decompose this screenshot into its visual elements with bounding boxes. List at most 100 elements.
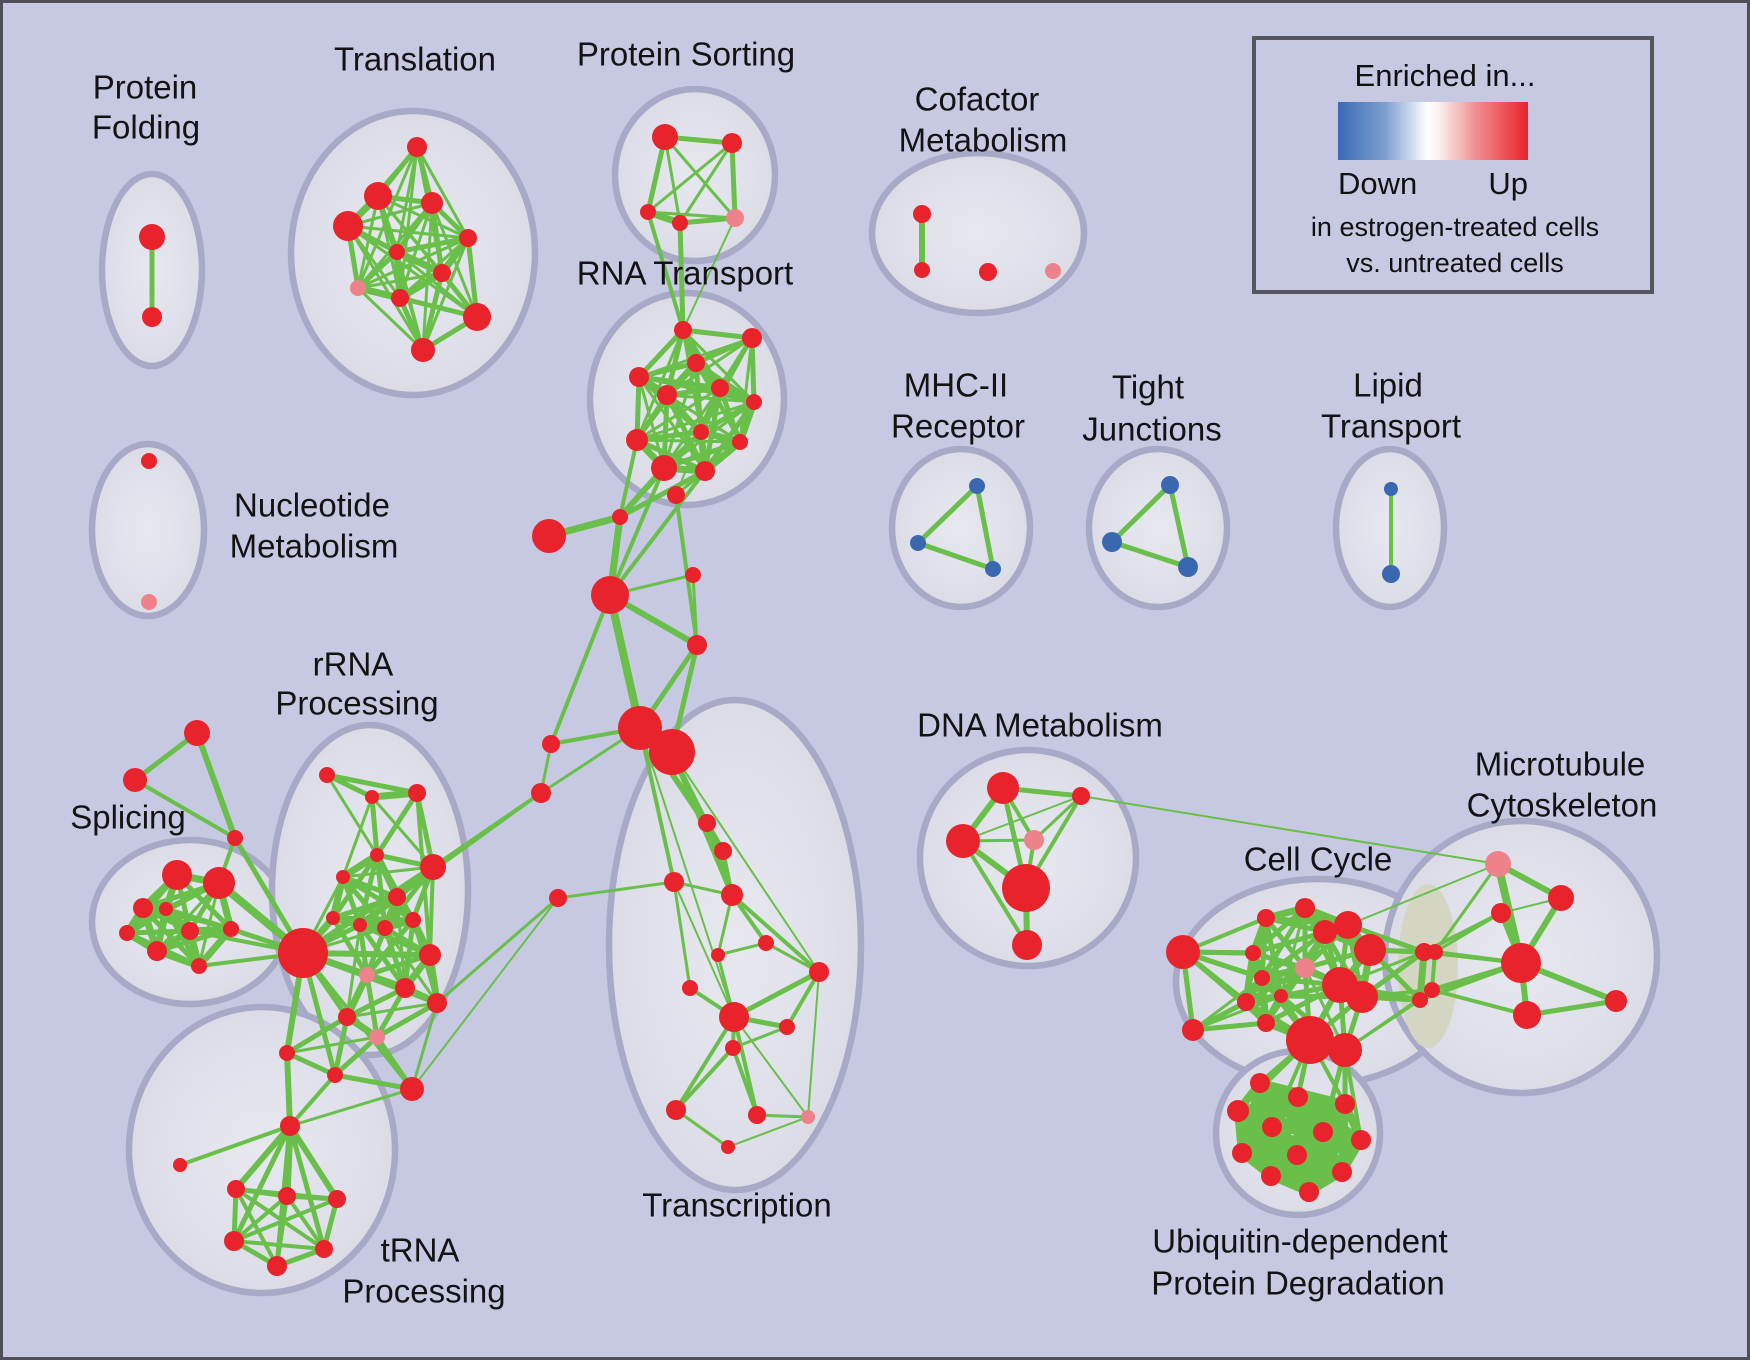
node-ubiquitin_degradation-11[interactable]: [1299, 1182, 1319, 1202]
node-ubiquitin_degradation-6[interactable]: [1351, 1130, 1371, 1150]
node-transcription-9[interactable]: [779, 1019, 795, 1035]
node-translation-2[interactable]: [421, 192, 443, 214]
node-transcription-2[interactable]: [664, 872, 684, 892]
node-translation-0[interactable]: [407, 137, 427, 157]
node-connectors-2[interactable]: [532, 519, 566, 553]
node-rrna_processing-9[interactable]: [377, 920, 393, 936]
node-cell_cycle-7[interactable]: [1245, 945, 1261, 961]
node-splicing-1[interactable]: [203, 867, 235, 899]
node-rrna_processing-18[interactable]: [279, 1045, 295, 1061]
node-translation-1[interactable]: [364, 182, 392, 210]
node-rrna_processing-20[interactable]: [400, 1077, 424, 1101]
node-cell_cycle-9[interactable]: [1274, 989, 1288, 1003]
node-tight_junctions-1[interactable]: [1102, 532, 1122, 552]
node-trna_processing-1[interactable]: [173, 1158, 187, 1172]
node-connectors-9[interactable]: [531, 783, 551, 803]
node-cell_cycle-15[interactable]: [1286, 1016, 1334, 1064]
node-connectors-1[interactable]: [612, 509, 628, 525]
node-dna_metabolism-4[interactable]: [1002, 864, 1050, 912]
node-ubiquitin_degradation-2[interactable]: [1335, 1094, 1355, 1114]
node-cell_cycle-10[interactable]: [1295, 958, 1315, 978]
node-rna_transport-5[interactable]: [711, 379, 729, 397]
node-cofactor_metabolism-0[interactable]: [913, 205, 931, 223]
node-cell_cycle-3[interactable]: [1295, 898, 1315, 918]
node-rna_transport-6[interactable]: [746, 394, 762, 410]
node-translation-4[interactable]: [459, 229, 477, 247]
node-microtubule_cytoskeleton-0[interactable]: [1485, 851, 1511, 877]
node-translation-7[interactable]: [350, 280, 366, 296]
node-transcription-0[interactable]: [698, 814, 716, 832]
node-transcription-14[interactable]: [721, 1140, 735, 1154]
node-splicing-7[interactable]: [191, 958, 207, 974]
node-splicing-2[interactable]: [133, 898, 153, 918]
node-rrna_processing-1[interactable]: [365, 790, 379, 804]
node-splicing-3[interactable]: [181, 922, 199, 940]
node-rrna_processing-8[interactable]: [353, 918, 367, 932]
node-ubiquitin_degradation-5[interactable]: [1313, 1122, 1333, 1142]
node-protein_sorting-4[interactable]: [726, 209, 744, 227]
node-rna_transport-8[interactable]: [626, 429, 648, 451]
node-cell_cycle-5[interactable]: [1334, 911, 1362, 939]
node-transcription-1[interactable]: [714, 842, 732, 860]
node-cell_cycle-6[interactable]: [1354, 934, 1386, 966]
node-translation-10[interactable]: [411, 338, 435, 362]
node-cell_cycle-12[interactable]: [1257, 1014, 1275, 1032]
node-transcription-12[interactable]: [748, 1106, 766, 1124]
node-protein_sorting-1[interactable]: [722, 133, 742, 153]
node-dna_metabolism-2[interactable]: [946, 824, 980, 858]
node-rna_transport-7[interactable]: [693, 424, 709, 440]
node-splicing-6[interactable]: [119, 925, 135, 941]
node-splicing-4[interactable]: [223, 921, 239, 937]
node-translation-8[interactable]: [391, 289, 409, 307]
node-rrna_processing-4[interactable]: [336, 870, 350, 884]
node-rrna_processing-11[interactable]: [278, 928, 328, 978]
node-cofactor_metabolism-2[interactable]: [979, 263, 997, 281]
node-tight_junctions-2[interactable]: [1178, 557, 1198, 577]
node-dna_metabolism-1[interactable]: [1072, 787, 1090, 805]
node-rrna_processing-7[interactable]: [326, 911, 340, 925]
node-protein_folding-0[interactable]: [139, 224, 165, 250]
node-mhc_ii_receptor-1[interactable]: [910, 535, 926, 551]
node-protein_folding-1[interactable]: [142, 307, 162, 327]
node-transcription-13[interactable]: [801, 1110, 815, 1124]
node-ubiquitin_degradation-1[interactable]: [1288, 1087, 1308, 1107]
node-rna_transport-9[interactable]: [732, 434, 748, 450]
node-rrna_processing-3[interactable]: [370, 848, 384, 862]
node-microtubule_cytoskeleton-3[interactable]: [1501, 943, 1541, 983]
node-connectors-0[interactable]: [667, 486, 685, 504]
node-ubiquitin_degradation-0[interactable]: [1250, 1073, 1270, 1093]
node-connectors-3[interactable]: [591, 576, 629, 614]
node-translation-3[interactable]: [333, 211, 363, 241]
node-connectors-4[interactable]: [685, 567, 701, 583]
node-nucleotide_metabolism-0[interactable]: [141, 453, 157, 469]
node-cell_cycle-2[interactable]: [1257, 909, 1275, 927]
node-transcription-11[interactable]: [666, 1100, 686, 1120]
node-rrna_processing-14[interactable]: [338, 1008, 356, 1026]
node-rna_transport-1[interactable]: [742, 328, 762, 348]
node-transcription-5[interactable]: [711, 948, 725, 962]
node-protein_sorting-2[interactable]: [640, 204, 656, 220]
node-rrna_processing-17[interactable]: [369, 1029, 385, 1045]
node-mhc_ii_receptor-0[interactable]: [969, 478, 985, 494]
node-ubiquitin_degradation-3[interactable]: [1227, 1100, 1249, 1122]
node-cofactor_metabolism-1[interactable]: [914, 262, 930, 278]
node-ubiquitin_degradation-9[interactable]: [1261, 1166, 1281, 1186]
node-transcription-4[interactable]: [758, 935, 774, 951]
node-translation-5[interactable]: [389, 244, 405, 260]
node-trna_processing-7[interactable]: [267, 1256, 287, 1276]
node-cell_cycle-16[interactable]: [1328, 1033, 1362, 1067]
node-transcription-6[interactable]: [809, 962, 829, 982]
node-connectors-7[interactable]: [649, 729, 695, 775]
node-connectors-13[interactable]: [227, 830, 243, 846]
node-rrna_processing-13[interactable]: [419, 944, 441, 966]
node-microtubule_cytoskeleton-4[interactable]: [1513, 1001, 1541, 1029]
node-transcription-3[interactable]: [721, 884, 743, 906]
node-connectors-11[interactable]: [184, 720, 210, 746]
node-microtubule_cytoskeleton-6[interactable]: [1427, 944, 1443, 960]
node-splicing-0[interactable]: [162, 860, 192, 890]
node-connectors-5[interactable]: [687, 635, 707, 655]
node-connectors-12[interactable]: [123, 768, 147, 792]
node-protein_sorting-3[interactable]: [672, 215, 688, 231]
node-rrna_processing-12[interactable]: [359, 967, 375, 983]
node-microtubule_cytoskeleton-2[interactable]: [1491, 903, 1511, 923]
